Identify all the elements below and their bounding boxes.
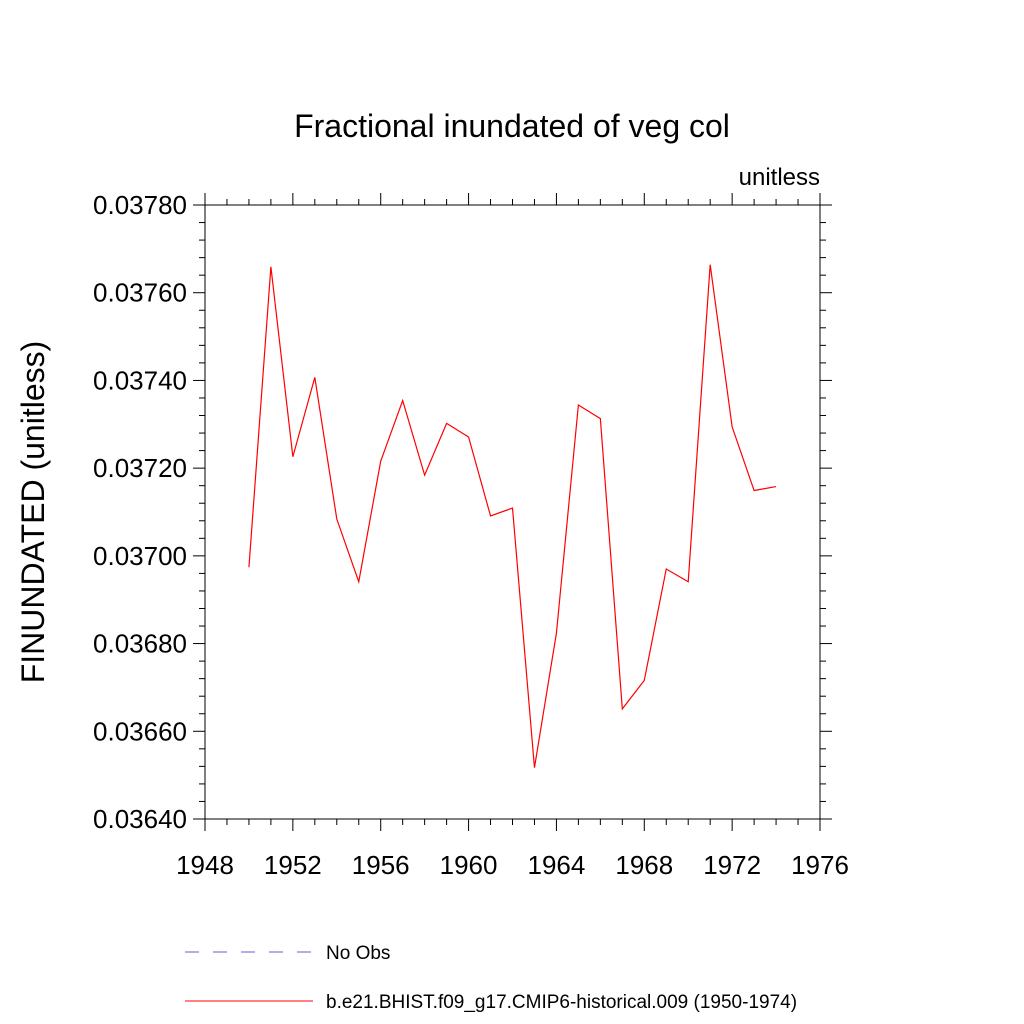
x-tick-label: 1956 — [352, 850, 410, 880]
series-layer — [248, 264, 777, 768]
y-tick-label: 0.03720 — [93, 453, 187, 483]
y-tick-label: 0.03780 — [93, 190, 187, 220]
chart-title: Fractional inundated of veg col — [294, 108, 730, 144]
axis-tick-labels: 1948 1952 1956 1960 1964 1968 1972 1976 0.03640 0… — [93, 190, 849, 880]
legend-label: b.e21.BHIST.f09_g17.CMIP6-historical.009… — [326, 992, 797, 1013]
x-tick-label: 1952 — [264, 850, 322, 880]
y-tick-label: 0.03760 — [93, 278, 187, 308]
units-label: unitless — [739, 164, 820, 191]
x-tick-label: 1968 — [615, 850, 673, 880]
y-tick-label: 0.03740 — [93, 365, 187, 395]
x-tick-label: 1948 — [176, 850, 234, 880]
x-tick-label: 1976 — [791, 850, 849, 880]
legend-label: No Obs — [326, 943, 390, 964]
axis-ticks — [193, 193, 832, 831]
series-line-1 — [248, 264, 777, 768]
x-tick-label: 1960 — [440, 850, 498, 880]
y-axis-label: FINUNDATED (unitless) — [15, 341, 51, 684]
x-tick-label: 1972 — [703, 850, 761, 880]
y-tick-label: 0.03700 — [93, 541, 187, 571]
legend: No Obs b.e21.BHIST.f09_g17.CMIP6-historic… — [185, 943, 797, 1013]
y-tick-label: 0.03640 — [93, 804, 187, 834]
y-tick-label: 0.03680 — [93, 629, 187, 659]
x-tick-label: 1964 — [528, 850, 586, 880]
y-tick-label: 0.03660 — [93, 716, 187, 746]
